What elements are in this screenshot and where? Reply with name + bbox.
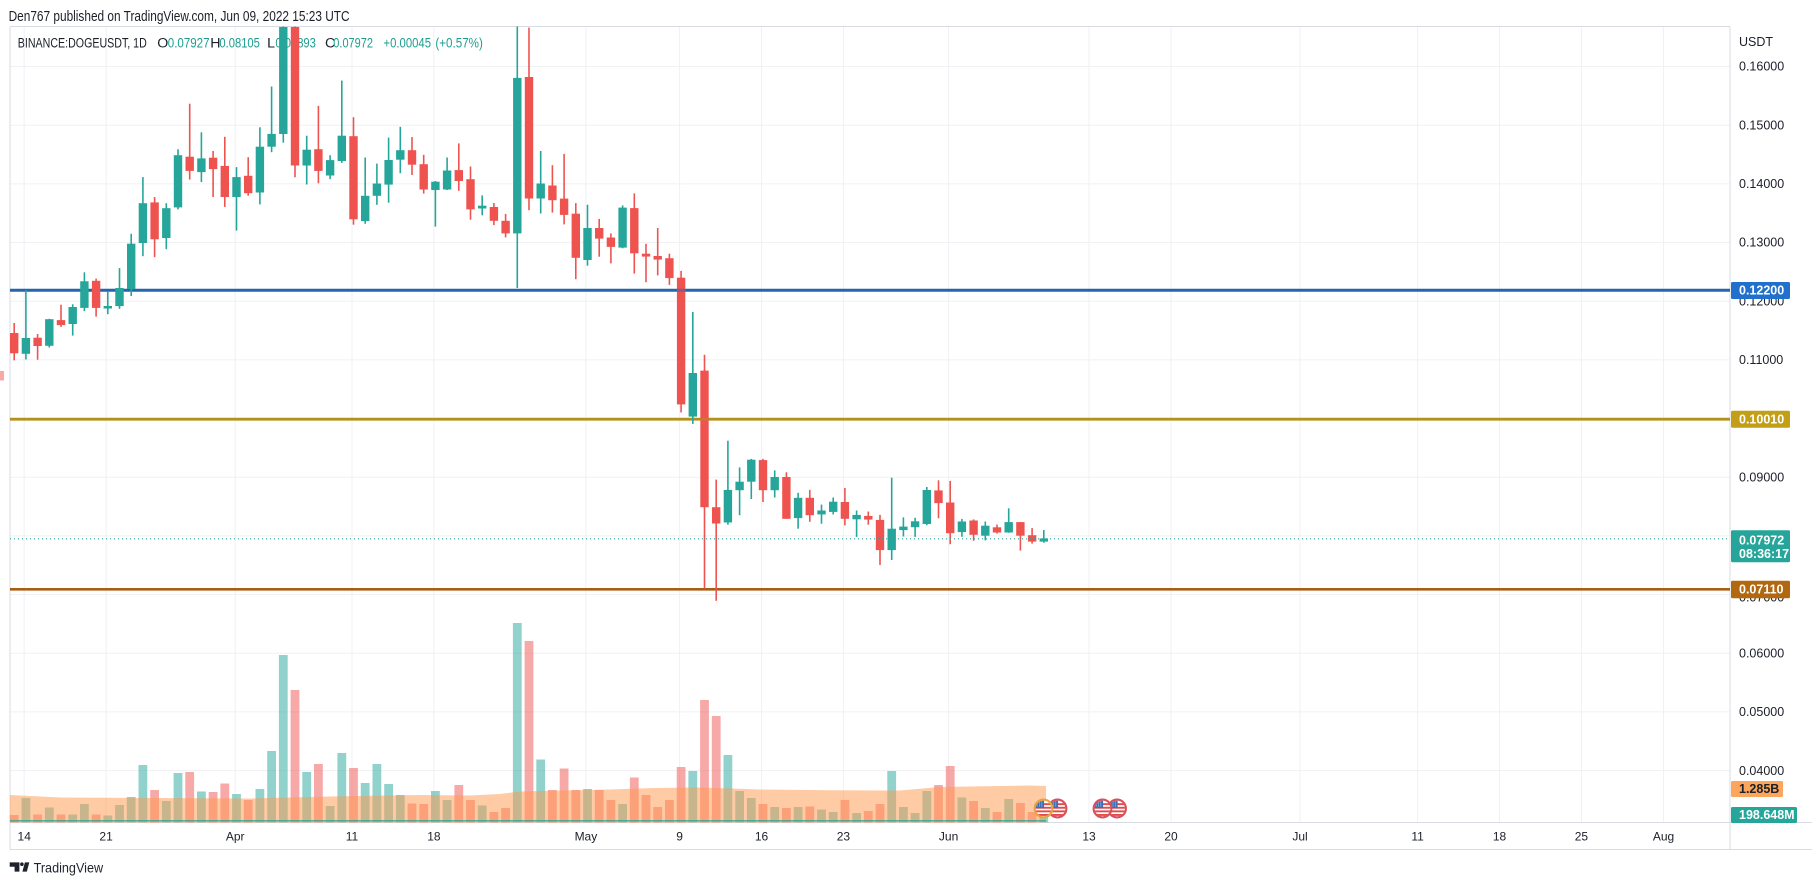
svg-text:C: C (325, 36, 335, 52)
svg-text:Apr: Apr (226, 829, 245, 843)
svg-text:0.10010: 0.10010 (1739, 412, 1784, 426)
svg-text:O: O (157, 36, 168, 52)
svg-text:BINANCE:DOGEUSDT, 1D: BINANCE:DOGEUSDT, 1D (18, 36, 147, 52)
svg-text:16: 16 (755, 829, 769, 843)
svg-text:0.16000: 0.16000 (1739, 60, 1784, 74)
svg-text:0.15000: 0.15000 (1739, 118, 1784, 132)
svg-text:9: 9 (676, 829, 683, 843)
svg-text:14: 14 (18, 829, 32, 843)
svg-text:May: May (575, 829, 598, 843)
svg-text:L: L (267, 36, 275, 52)
svg-text:0.13000: 0.13000 (1739, 236, 1784, 250)
svg-text:Jun: Jun (939, 829, 958, 843)
svg-text:18: 18 (427, 829, 441, 843)
svg-text:0.05000: 0.05000 (1739, 705, 1784, 719)
svg-text:13: 13 (1082, 829, 1096, 843)
svg-text:198.648M: 198.648M (1739, 808, 1795, 822)
svg-text:TradingView: TradingView (34, 859, 104, 875)
svg-text:0.14000: 0.14000 (1739, 177, 1784, 191)
svg-text:(+0.57%): (+0.57%) (435, 36, 483, 52)
svg-text:20: 20 (1164, 829, 1178, 843)
svg-text:0.09000: 0.09000 (1739, 470, 1784, 484)
svg-text:23: 23 (837, 829, 851, 843)
svg-text:+0.00045: +0.00045 (384, 36, 432, 52)
svg-text:25: 25 (1575, 829, 1589, 843)
svg-text:Jul: Jul (1292, 829, 1307, 843)
svg-text:0.12200: 0.12200 (1739, 284, 1784, 298)
svg-text:11: 11 (1411, 829, 1424, 843)
svg-text:1.285B: 1.285B (1739, 782, 1779, 796)
svg-text:Aug: Aug (1653, 829, 1674, 843)
svg-text:0.11000: 0.11000 (1739, 353, 1783, 367)
svg-text:0.08105: 0.08105 (219, 36, 260, 52)
svg-text:08:36:17: 08:36:17 (1739, 547, 1789, 561)
svg-text:H: H (210, 36, 220, 52)
svg-text:0.04000: 0.04000 (1739, 764, 1784, 778)
svg-text:0.07972: 0.07972 (333, 36, 373, 52)
svg-text:USDT: USDT (1739, 35, 1773, 49)
svg-text:0.07927: 0.07927 (168, 36, 210, 52)
svg-text:11: 11 (346, 829, 359, 843)
svg-text:0.06000: 0.06000 (1739, 646, 1784, 660)
svg-text:Den767 published on TradingVie: Den767 published on TradingView.com, Jun… (9, 9, 350, 25)
svg-text:18: 18 (1493, 829, 1507, 843)
svg-text:21: 21 (99, 829, 113, 843)
svg-text:0.07110: 0.07110 (1739, 583, 1784, 597)
svg-text:0.07972: 0.07972 (1739, 533, 1784, 547)
